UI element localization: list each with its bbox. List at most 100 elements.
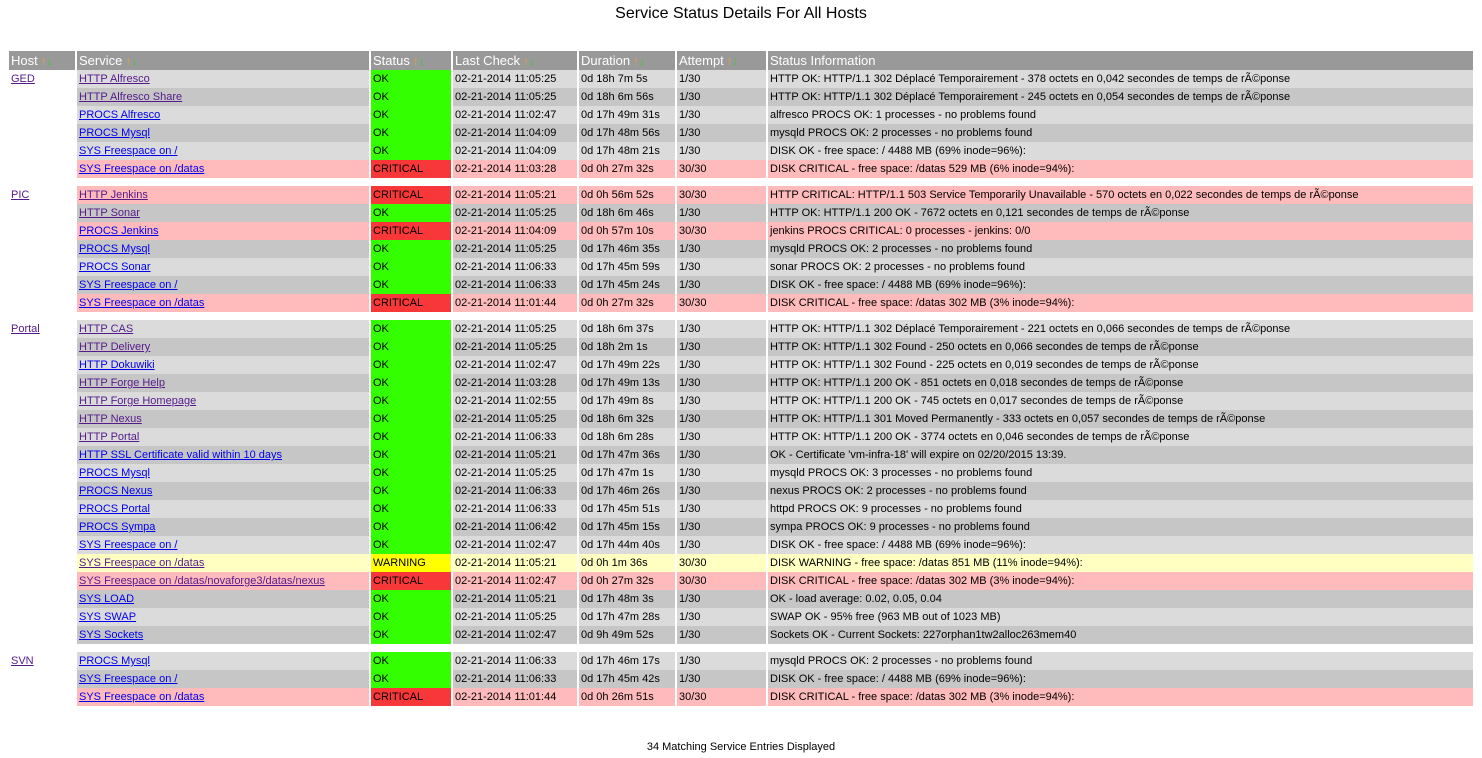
duration-cell: 0d 17h 47m 36s (579, 446, 675, 464)
attempt-cell: 30/30 (677, 186, 766, 204)
host-link-svn[interactable]: SVN (11, 655, 34, 667)
attempt-cell: 30/30 (677, 554, 766, 572)
table-row: SYS Sockets OK 02-21-2014 11:02:47 0d 9h 49… (9, 626, 1473, 644)
service-link[interactable]: PROCS Mysql (79, 243, 150, 255)
service-link[interactable]: HTTP Forge Help (79, 377, 165, 389)
sort-descending-icon[interactable]: ↓ (418, 54, 425, 68)
service-link[interactable]: SYS Sockets (79, 629, 144, 641)
service-link[interactable]: HTTP CAS (79, 323, 134, 335)
duration-cell: 0d 18h 6m 56s (579, 88, 675, 106)
service-link[interactable]: SYS Freespace on / (79, 279, 178, 291)
status-badge: OK (371, 106, 451, 124)
duration-cell: 0d 17h 47m 28s (579, 608, 675, 626)
service-link[interactable]: HTTP Nexus (79, 413, 142, 425)
service-link[interactable]: PROCS Portal (79, 503, 150, 515)
sort-ascending-icon[interactable]: ↑ (125, 54, 132, 68)
host-link-portal[interactable]: Portal (11, 323, 40, 335)
service-link[interactable]: HTTP Portal (79, 431, 140, 443)
sort-ascending-icon[interactable]: ↑ (40, 54, 47, 68)
service-link[interactable]: HTTP SSL Certificate valid within 10 day… (79, 449, 282, 461)
status-information-cell: DISK OK - free space: / 4488 MB (69% ino… (768, 670, 1473, 688)
duration-cell: 0d 18h 2m 1s (579, 338, 675, 356)
host-cell (9, 428, 75, 446)
host-group-separator (9, 178, 1473, 186)
service-cell: PROCS Mysql (77, 652, 369, 670)
status-badge: OK (371, 392, 451, 410)
last-check-cell: 02-21-2014 11:04:09 (453, 142, 577, 160)
sort-ascending-icon[interactable]: ↑ (523, 54, 530, 68)
host-cell (9, 608, 75, 626)
service-link[interactable]: SYS SWAP (79, 611, 137, 623)
service-link[interactable]: PROCS Sonar (79, 261, 151, 273)
attempt-cell: 1/30 (677, 518, 766, 536)
service-cell: SYS Sockets (77, 626, 369, 644)
status-badge: OK (371, 670, 451, 688)
last-check-cell: 02-21-2014 11:05:25 (453, 240, 577, 258)
attempt-cell: 1/30 (677, 70, 766, 88)
duration-cell: 0d 9h 49m 52s (579, 626, 675, 644)
service-link[interactable]: PROCS Mysql (79, 127, 150, 139)
service-cell: SYS Freespace on / (77, 142, 369, 160)
host-cell (9, 554, 75, 572)
table-row: PROCS Nexus OK 02-21-2014 11:06:33 0d 17h 4… (9, 482, 1473, 500)
service-link[interactable]: PROCS Mysql (79, 467, 150, 479)
host-link-ged[interactable]: GED (11, 73, 35, 85)
service-cell: HTTP Alfresco (77, 70, 369, 88)
service-link[interactable]: PROCS Alfresco (79, 109, 161, 121)
service-link[interactable]: PROCS Jenkins (79, 225, 159, 237)
sort-ascending-icon[interactable]: ↑ (633, 54, 640, 68)
service-link[interactable]: SYS Freespace on / (79, 673, 178, 685)
service-link[interactable]: PROCS Nexus (79, 485, 153, 497)
service-link[interactable]: SYS Freespace on / (79, 145, 178, 157)
service-link[interactable]: HTTP Dokuwiki (79, 359, 155, 371)
sort-descending-icon[interactable]: ↓ (131, 54, 138, 68)
last-check-cell: 02-21-2014 11:06:33 (453, 258, 577, 276)
host-cell (9, 670, 75, 688)
sort-descending-icon[interactable]: ↓ (529, 54, 536, 68)
service-link[interactable]: HTTP Sonar (79, 207, 140, 219)
status-information-cell: DISK CRITICAL - free space: /datas 529 M… (768, 160, 1473, 178)
service-link[interactable]: SYS Freespace on / (79, 539, 178, 551)
service-link[interactable]: HTTP Jenkins (79, 189, 148, 201)
service-link[interactable]: HTTP Alfresco Share (79, 91, 183, 103)
service-link[interactable]: SYS Freespace on /datas (79, 163, 205, 175)
status-badge: OK (371, 320, 451, 338)
host-cell (9, 142, 75, 160)
service-link[interactable]: PROCS Mysql (79, 655, 150, 667)
status-information-cell: HTTP OK: HTTP/1.1 302 Déplacé Temporaire… (768, 320, 1473, 338)
sort-descending-icon[interactable]: ↓ (46, 54, 53, 68)
service-link[interactable]: SYS Freespace on /datas (79, 691, 205, 703)
service-link[interactable]: SYS Freespace on /datas (79, 557, 205, 569)
table-row: SYS Freespace on /datas/novaforge3/datas… (9, 572, 1473, 590)
status-information-cell: DISK CRITICAL - free space: /datas 302 M… (768, 572, 1473, 590)
duration-cell: 0d 17h 48m 56s (579, 124, 675, 142)
service-link[interactable]: SYS Freespace on /datas/novaforge3/datas… (79, 575, 325, 587)
service-cell: HTTP Delivery (77, 338, 369, 356)
service-link[interactable]: SYS LOAD (79, 593, 135, 605)
service-link[interactable]: SYS Freespace on /datas (79, 297, 205, 309)
sort-descending-icon[interactable]: ↓ (639, 54, 646, 68)
service-cell: PROCS Mysql (77, 240, 369, 258)
status-badge: OK (371, 240, 451, 258)
status-badge: CRITICAL (371, 572, 451, 590)
sort-ascending-icon[interactable]: ↑ (412, 54, 419, 68)
host-link-pic[interactable]: PIC (11, 189, 30, 201)
status-information-cell: alfresco PROCS OK: 1 processes - no prob… (768, 106, 1473, 124)
status-information-cell: HTTP OK: HTTP/1.1 200 OK - 3774 octets e… (768, 428, 1473, 446)
sort-ascending-icon[interactable]: ↑ (726, 54, 733, 68)
last-check-cell: 02-21-2014 11:05:25 (453, 204, 577, 222)
host-cell (9, 338, 75, 356)
status-badge: OK (371, 70, 451, 88)
service-link[interactable]: PROCS Sympa (79, 521, 156, 533)
service-cell: HTTP Portal (77, 428, 369, 446)
last-check-cell: 02-21-2014 11:05:25 (453, 410, 577, 428)
service-link[interactable]: HTTP Alfresco (79, 73, 150, 85)
host-group-separator (9, 644, 1473, 652)
column-header-duration: Duration ↑↓ (579, 51, 675, 70)
service-link[interactable]: HTTP Forge Homepage (79, 395, 197, 407)
attempt-cell: 1/30 (677, 88, 766, 106)
attempt-cell: 1/30 (677, 482, 766, 500)
service-link[interactable]: HTTP Delivery (79, 341, 151, 353)
sort-descending-icon[interactable]: ↓ (732, 54, 739, 68)
table-row: PROCS Mysql OK 02-21-2014 11:04:09 0d 17h 4… (9, 124, 1473, 142)
